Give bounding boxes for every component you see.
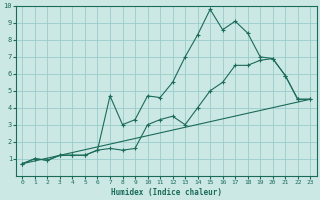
X-axis label: Humidex (Indice chaleur): Humidex (Indice chaleur): [111, 188, 222, 197]
